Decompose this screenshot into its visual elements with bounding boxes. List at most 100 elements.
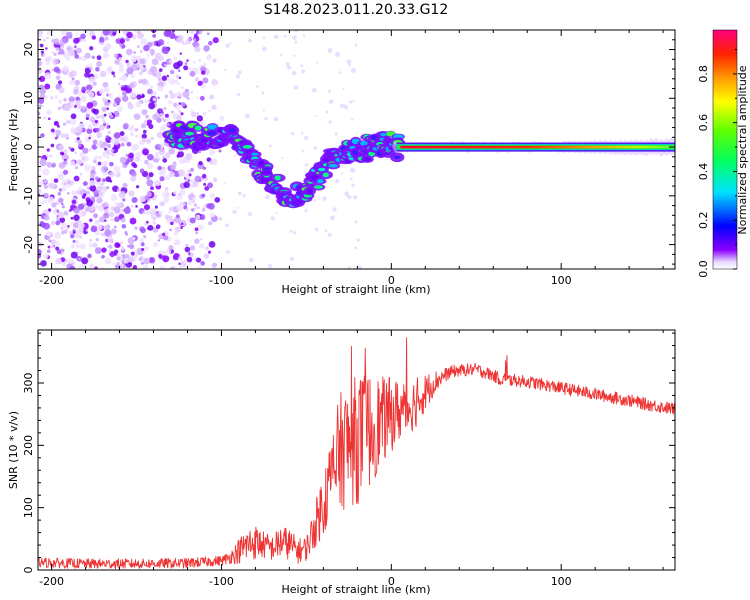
spectrogram-noise-dot	[347, 265, 351, 269]
spectrogram-noise-dot	[38, 168, 42, 171]
spectrogram-noise-dot	[139, 58, 146, 65]
spectrogram-noise-dot	[95, 142, 100, 148]
spectrogram-noise-dot	[346, 59, 352, 65]
spectrogram-noise-dot	[64, 133, 69, 138]
spectrogram-noise-dot	[168, 206, 174, 212]
spectrogram-noise-dot	[162, 155, 166, 159]
spectrogram-noise-dot	[118, 62, 124, 68]
spectrogram-noise-dot	[270, 216, 275, 221]
spectrogram-noise-dot	[105, 43, 112, 50]
spectrogram-noise-dot	[180, 222, 184, 226]
spectrogram-noise-dot	[70, 216, 74, 220]
snr-y-tick-label: 200	[22, 435, 35, 456]
spectrogram-noise-dot	[119, 156, 127, 164]
spectrogram-noise-dot	[332, 207, 337, 212]
spectrogram-noise-dot	[301, 132, 304, 135]
spectrogram-noise-dot	[82, 147, 89, 154]
spectrogram-noise-dot	[114, 216, 120, 223]
spectrogram-noise-dot	[188, 36, 192, 41]
spectrogram-noise-dot	[171, 110, 174, 114]
spectrogram-noise-dot	[116, 261, 120, 266]
spectrogram-noise-dot	[140, 38, 148, 46]
spectrogram-noise-dot	[47, 196, 55, 204]
spectrogram-noise-dot	[236, 92, 241, 97]
spectrogram-noise-dot	[83, 30, 90, 34]
spectrogram-noise-dot	[152, 113, 159, 120]
snr-line	[38, 337, 675, 570]
spectrogram-noise-dot	[122, 182, 128, 188]
spectrogram-noise-dot	[145, 82, 150, 87]
spectrogram-noise-dot	[154, 143, 162, 151]
spectrogram-noise-dot	[338, 71, 342, 74]
spectrogram-noise-dot	[157, 165, 162, 171]
spectrogram-noise-dot	[91, 35, 97, 40]
spectrogram-noise-dot	[189, 70, 196, 77]
spectrogram-noise-dot	[164, 94, 169, 99]
spectrogram-noise-dot	[285, 61, 290, 66]
spectrogram-noise-dot	[49, 244, 55, 249]
spectrogram-noise-dot	[209, 212, 215, 218]
spectrogram-noise-dot	[38, 75, 46, 83]
spectrogram-y-tick-label: -10	[22, 187, 35, 205]
spectrogram-noise-dot	[168, 147, 176, 155]
spectrogram-noise-dot	[85, 116, 90, 121]
colorbar-tick-label: 0.4	[697, 163, 710, 181]
spectrogram-noise-dot	[169, 69, 175, 75]
spectrogram-noise-dot	[164, 64, 168, 67]
spectrogram-noise-dot	[59, 45, 64, 50]
spectrogram-noise-dot	[96, 197, 103, 204]
spectrogram-noise-dot	[164, 83, 167, 86]
ridge-blob-core	[310, 175, 319, 180]
spectrogram-noise-dot	[182, 202, 186, 206]
spectrogram-noise-dot	[327, 48, 333, 53]
spectrogram-noise-dot	[178, 192, 182, 196]
spectrogram-noise-dot	[104, 257, 112, 265]
spectrogram-noise-dot	[143, 204, 151, 211]
spectrogram-noise-dot	[161, 75, 167, 81]
spectrogram-noise-dot	[106, 122, 110, 127]
spectrogram-noise-dot	[50, 96, 54, 100]
snr-x-label: Height of straight line (km)	[281, 583, 430, 596]
spectrogram-noise-dot	[185, 152, 193, 160]
spectrogram-noise-dot	[112, 102, 118, 108]
spectrogram-noise-dot	[121, 224, 127, 229]
spectrogram-noise-dot	[159, 53, 163, 57]
spectrogram-noise-dot	[104, 208, 109, 214]
spectrogram-noise-dot	[157, 239, 161, 242]
spectrogram-noise-dot	[131, 171, 137, 177]
spectrogram-noise-dot	[79, 243, 86, 250]
spectrogram-noise-dot	[150, 208, 157, 214]
spectrogram-noise-dot	[97, 161, 102, 166]
spectrogram-noise-dot	[178, 256, 183, 261]
spectrogram-noise-dot	[131, 54, 138, 61]
spectrogram-noise-dot	[71, 257, 75, 261]
spectrogram-noise-dot	[139, 99, 144, 104]
spectrogram-noise-dot	[273, 34, 279, 40]
spectrogram-x-label: Height of straight line (km)	[281, 283, 430, 296]
spectrogram-noise-dot	[194, 238, 200, 244]
spectrogram-noise-dot	[301, 149, 305, 153]
spectrogram-x-tick-label: 100	[551, 274, 572, 287]
spectrogram-noise-dot	[194, 77, 200, 82]
ridge-blob-core	[262, 171, 272, 175]
spectrogram-noise-dot	[146, 53, 151, 58]
spectrogram-noise-dot	[144, 99, 149, 104]
spectrogram-noise-dot	[89, 173, 96, 179]
spectrogram-noise-dot	[328, 99, 334, 104]
spectrogram-noise-dot	[53, 178, 59, 183]
spectrogram-noise-dot	[62, 36, 69, 44]
spectrogram-noise-dot	[195, 231, 199, 235]
spectrogram-noise-dot	[325, 110, 329, 114]
spectrogram-noise-dot	[159, 112, 164, 118]
spectrogram-noise-dot	[168, 100, 173, 105]
spectrogram-noise-dot	[92, 81, 97, 86]
spectrogram-noise-dot	[114, 59, 120, 65]
spectrogram-noise-dot	[187, 169, 191, 174]
snr-series	[38, 337, 675, 570]
spectrogram-noise-dot	[177, 82, 181, 86]
spectrogram-noise-dot	[55, 257, 62, 265]
spectrogram-noise-dot	[185, 208, 189, 212]
spectrogram-noise-dot	[136, 45, 140, 48]
spectrogram-noise-dot	[73, 37, 80, 44]
spectrogram-noise-dot	[262, 109, 265, 112]
